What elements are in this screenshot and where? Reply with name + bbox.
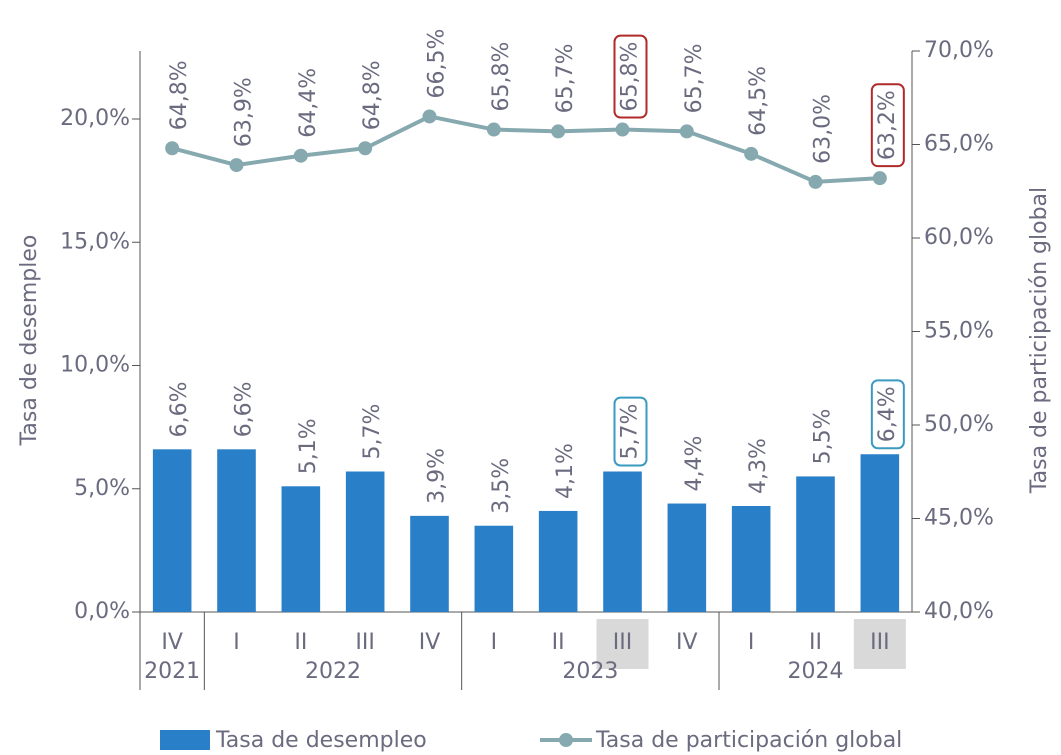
data-label: 4,1% xyxy=(553,443,578,499)
category-highlight xyxy=(853,619,906,669)
data-label: 64,8% xyxy=(167,60,192,130)
x-tick-label: II xyxy=(552,630,565,655)
bar xyxy=(281,486,321,612)
data-label: 64,5% xyxy=(746,66,771,136)
bar xyxy=(474,525,514,612)
line-point xyxy=(872,171,887,186)
bar xyxy=(731,506,771,612)
x-tick-label: III xyxy=(870,630,889,655)
bar xyxy=(217,449,256,612)
x-tick-label: IV xyxy=(161,630,183,655)
x-tick-label: IV xyxy=(676,630,698,655)
bar xyxy=(410,515,449,612)
data-label: 64,4% xyxy=(296,68,321,138)
data-label: 6,6% xyxy=(167,381,192,437)
label-highlight xyxy=(613,396,648,467)
data-label: 6,6% xyxy=(232,381,257,437)
line-point xyxy=(808,174,823,189)
x-tick-label: III xyxy=(613,630,632,655)
line-point xyxy=(165,141,180,156)
x-tick-label: I xyxy=(748,630,755,655)
bar xyxy=(345,471,385,612)
y2-tick-label: 50,0% xyxy=(924,412,994,437)
bar xyxy=(796,476,835,612)
y2-tick-label: 55,0% xyxy=(924,319,994,344)
y-tick-label: 0,0% xyxy=(74,599,130,624)
label-highlight xyxy=(870,379,905,450)
y-axis-title: Tasa de desempleo xyxy=(17,235,42,447)
line-point xyxy=(486,122,501,137)
bar xyxy=(603,471,642,612)
line-point xyxy=(229,158,244,173)
y2-tick-label: 40,0% xyxy=(924,599,994,624)
line-point xyxy=(422,109,437,124)
x-tick-label: III xyxy=(355,630,374,655)
category-highlight xyxy=(596,619,649,669)
year-label: 2024 xyxy=(788,659,844,684)
data-label: 5,5% xyxy=(811,409,836,465)
line-point xyxy=(551,124,566,139)
data-label: 5,7% xyxy=(360,404,385,460)
legend-swatch xyxy=(559,733,573,747)
x-tick-label: II xyxy=(294,630,307,655)
data-label: 4,3% xyxy=(746,438,771,494)
data-label: 3,9% xyxy=(425,448,450,504)
year-label: 2023 xyxy=(562,659,618,684)
data-label: 3,5% xyxy=(489,458,514,514)
label-highlight xyxy=(613,34,648,119)
line-point xyxy=(293,148,308,163)
data-label: 63,2% xyxy=(875,90,900,160)
y2-tick-label: 70,0% xyxy=(924,38,994,63)
y2-tick-label: 65,0% xyxy=(924,132,994,157)
legend-label: Tasa de desempleo xyxy=(215,728,427,753)
data-label: 4,4% xyxy=(682,436,707,492)
data-label: 6,4% xyxy=(875,386,900,442)
line-point xyxy=(615,122,630,137)
x-tick-label: I xyxy=(491,630,498,655)
y2-tick-label: 45,0% xyxy=(924,506,994,531)
y-tick-label: 20,0% xyxy=(60,106,130,131)
data-label: 65,8% xyxy=(618,42,643,112)
data-label: 66,5% xyxy=(425,29,450,99)
y-tick-label: 15,0% xyxy=(60,229,130,254)
bar xyxy=(152,449,192,612)
line-point xyxy=(358,141,373,156)
legend-label: Tasa de participación global xyxy=(595,728,902,753)
data-label: 64,8% xyxy=(360,60,385,130)
x-tick-label: II xyxy=(809,630,822,655)
y-tick-label: 5,0% xyxy=(74,476,130,501)
data-label: 65,7% xyxy=(682,44,707,114)
bar xyxy=(860,454,900,612)
data-label: 65,8% xyxy=(489,42,514,112)
line xyxy=(171,114,880,184)
line-point xyxy=(744,146,759,161)
x-tick-label: IV xyxy=(419,630,441,655)
data-label: 5,7% xyxy=(618,404,643,460)
data-label: 65,7% xyxy=(553,44,578,114)
year-label: 2021 xyxy=(144,659,200,684)
line-point xyxy=(679,124,694,139)
label-highlight xyxy=(870,83,905,168)
bar xyxy=(667,503,707,612)
data-label: 63,9% xyxy=(232,77,257,147)
year-label: 2022 xyxy=(305,659,361,684)
data-label: 5,1% xyxy=(296,418,321,474)
y2-tick-label: 60,0% xyxy=(924,225,994,250)
legend-swatch xyxy=(160,730,210,750)
bar xyxy=(538,510,578,612)
data-label: 63,0% xyxy=(811,94,836,164)
y-tick-label: 10,0% xyxy=(60,353,130,378)
y2-axis-title: Tasa de participación global xyxy=(1027,187,1052,494)
x-tick-label: I xyxy=(233,630,240,655)
